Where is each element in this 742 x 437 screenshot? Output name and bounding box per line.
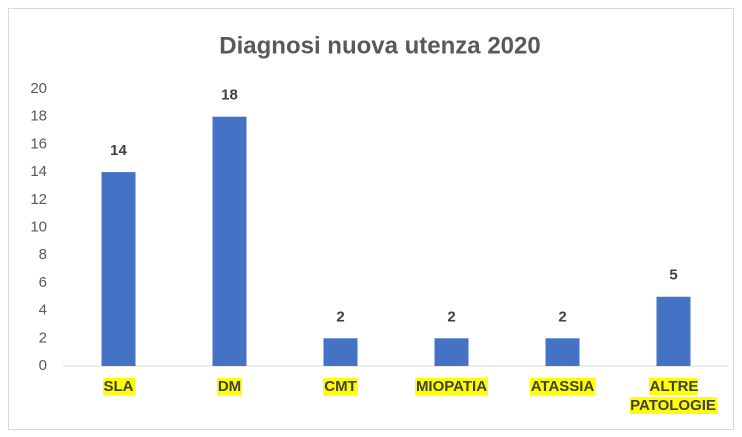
x-tick-label: ATASSIA [529, 378, 596, 395]
x-tick-label: ALTRE PATOLOGIE [630, 378, 717, 414]
x-tick-label: DM [216, 378, 243, 395]
y-tick-label: 18 [30, 108, 47, 125]
data-label: 18 [221, 87, 238, 104]
x-tick-label: SLA [102, 378, 135, 395]
data-label: 5 [669, 267, 677, 284]
x-tick-label-box: ATASSIA [513, 377, 613, 396]
bar [656, 296, 691, 366]
x-tick-label-box: SLA [69, 377, 169, 396]
x-tick-label: CMT [323, 378, 358, 395]
y-tick-label: 8 [39, 246, 47, 263]
y-tick-label: 20 [30, 80, 47, 97]
bar [434, 338, 469, 366]
x-tick-label-box: ALTRE PATOLOGIE [624, 377, 724, 415]
bar [101, 172, 136, 366]
bar [323, 338, 358, 366]
y-tick-label: 12 [30, 191, 47, 208]
data-label: 14 [110, 142, 127, 159]
y-tick-label: 0 [39, 357, 47, 374]
bar [212, 116, 247, 366]
bar [545, 338, 580, 366]
y-tick-label: 6 [39, 274, 47, 291]
data-label: 2 [336, 308, 344, 325]
x-tick-label-box: CMT [291, 377, 391, 396]
y-tick-label: 2 [39, 329, 47, 346]
x-tick-label: MIOPATIA [414, 378, 489, 395]
y-tick-label: 16 [30, 135, 47, 152]
data-label: 2 [447, 308, 455, 325]
x-tick-label-box: MIOPATIA [402, 377, 502, 396]
x-tick-label-box: DM [180, 377, 280, 396]
data-label: 2 [558, 308, 566, 325]
y-tick-label: 14 [30, 163, 47, 180]
y-tick-label: 10 [30, 218, 47, 235]
y-tick-label: 4 [39, 302, 47, 319]
chart-title: Diagnosi nuova utenza 2020 [219, 32, 540, 59]
